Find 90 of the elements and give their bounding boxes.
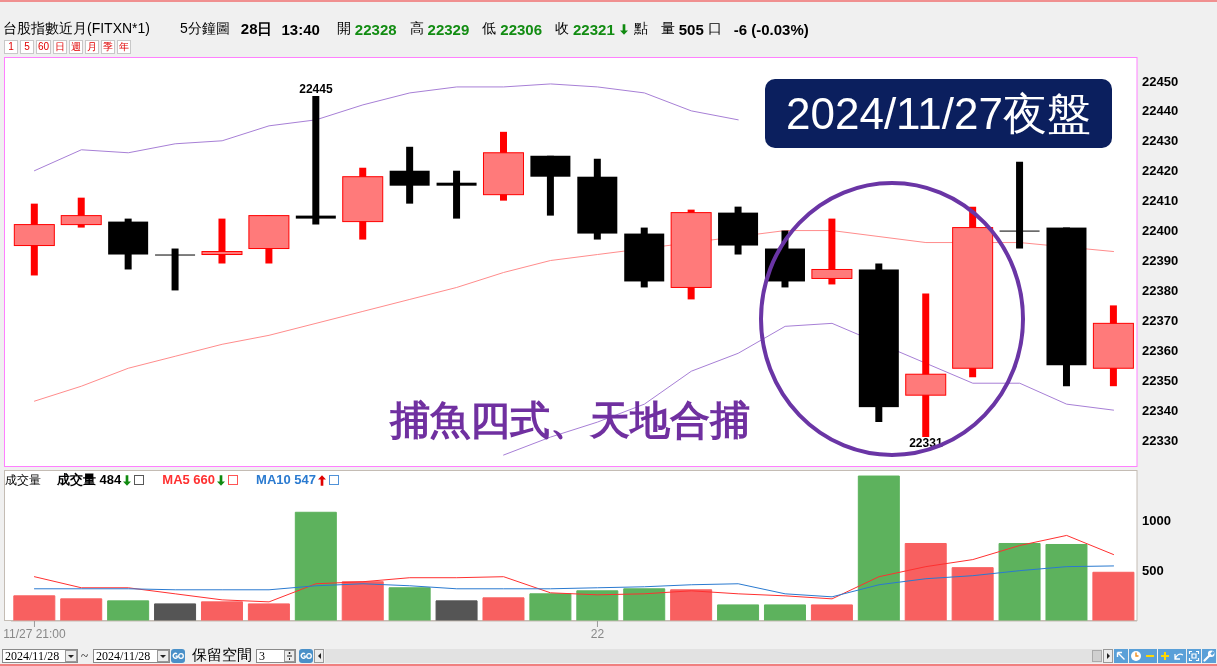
bar — [998, 542, 1041, 621]
bar — [13, 595, 56, 621]
x-tick-label: 22 — [590, 626, 605, 641]
bar — [107, 600, 150, 621]
y-tick-label: 22360 — [1142, 342, 1179, 358]
chart-title: 成交量 — [5, 473, 41, 487]
line-series — [33, 83, 739, 172]
text: -6 (-0.03%) — [733, 20, 809, 38]
tab-button: 5 — [20, 40, 34, 54]
text: 開 — [336, 20, 351, 38]
bar — [810, 604, 853, 621]
bar — [717, 604, 760, 621]
tab-button: 月 — [85, 40, 100, 54]
dropdown-field: 2024/11/28 — [93, 649, 170, 663]
bar — [482, 597, 525, 621]
bar — [247, 603, 290, 621]
text: 高 — [409, 20, 424, 38]
y-tick-label: 22390 — [1142, 253, 1179, 269]
bar — [576, 590, 619, 621]
bar — [904, 542, 947, 621]
candlestick — [155, 248, 196, 291]
tab-button: 年 — [117, 40, 132, 54]
candlestick — [905, 293, 947, 438]
y-tick-label: 22440 — [1142, 103, 1179, 119]
bar — [951, 567, 994, 621]
bar — [670, 589, 713, 621]
text: ~ — [81, 648, 89, 664]
x-tick-label: 11/27 21:00 — [3, 626, 67, 641]
text: 5分鐘圖 — [180, 20, 230, 38]
bar — [294, 511, 337, 621]
y-tick-label: 1000 — [1142, 512, 1171, 528]
y-tick-label: 22370 — [1142, 312, 1179, 328]
tab-button: 季 — [101, 40, 116, 54]
candlestick — [436, 170, 477, 219]
tab-button: 60 — [36, 40, 52, 54]
bar — [154, 603, 197, 621]
y-tick-label: 22340 — [1142, 402, 1179, 418]
bar — [60, 598, 103, 621]
y-tick-label: 500 — [1142, 563, 1164, 579]
annotation: 捕魚四式、天地合捕 — [390, 398, 750, 442]
y-tick-label: 22400 — [1142, 223, 1179, 239]
bar — [388, 587, 431, 621]
text: 13:40 — [281, 20, 320, 38]
text: 口 — [707, 20, 722, 38]
candlestick — [201, 218, 243, 264]
text: 量 — [660, 20, 675, 38]
tab-button: 1 — [4, 40, 18, 54]
text: 低 — [482, 20, 497, 38]
text: 505 — [678, 20, 704, 38]
tab-button: 週 — [69, 40, 84, 54]
text: 22329 — [427, 20, 470, 38]
line-series — [33, 534, 1115, 603]
annotation: 成交量 484 — [57, 472, 122, 487]
number-field: 3 — [256, 649, 296, 663]
text: 22321 — [573, 20, 615, 38]
text: 收 — [555, 20, 570, 38]
bar — [1092, 571, 1135, 621]
y-tick-label: 22450 — [1142, 73, 1179, 89]
line-series — [33, 565, 1115, 598]
y-tick-label: 22420 — [1142, 163, 1179, 179]
bar — [200, 601, 243, 621]
text: 22306 — [500, 20, 543, 38]
text: 28日 — [240, 19, 273, 39]
banner: 2024/11/27夜盤 — [765, 79, 1112, 148]
annotation: 22445 — [299, 81, 333, 96]
text: 點 — [633, 20, 648, 38]
y-tick-label: 22430 — [1142, 133, 1179, 149]
candlestick — [389, 146, 430, 204]
bar — [857, 475, 900, 621]
text: MA5 660 — [162, 472, 216, 487]
tab-button: 日 — [53, 40, 68, 54]
text: 22328 — [354, 20, 397, 38]
bar — [763, 604, 806, 621]
text: 台股指數近月(FITXN*1) — [3, 20, 150, 38]
y-tick-label: 22410 — [1142, 193, 1179, 209]
bar — [529, 593, 572, 621]
bar — [1045, 543, 1088, 621]
dropdown-field: 2024/11/28 — [2, 649, 78, 663]
candlestick — [811, 218, 853, 285]
text: 保留空間 — [192, 646, 252, 665]
candlestick — [999, 161, 1040, 249]
candlestick — [60, 197, 102, 228]
candlestick — [295, 95, 336, 225]
bar — [341, 581, 384, 621]
y-tick-label: 22350 — [1142, 372, 1179, 388]
y-tick-label: 22330 — [1142, 432, 1179, 448]
bar — [623, 588, 666, 621]
text: MA10 547 — [256, 472, 317, 487]
bar — [435, 600, 478, 621]
y-tick-label: 22380 — [1142, 283, 1179, 299]
